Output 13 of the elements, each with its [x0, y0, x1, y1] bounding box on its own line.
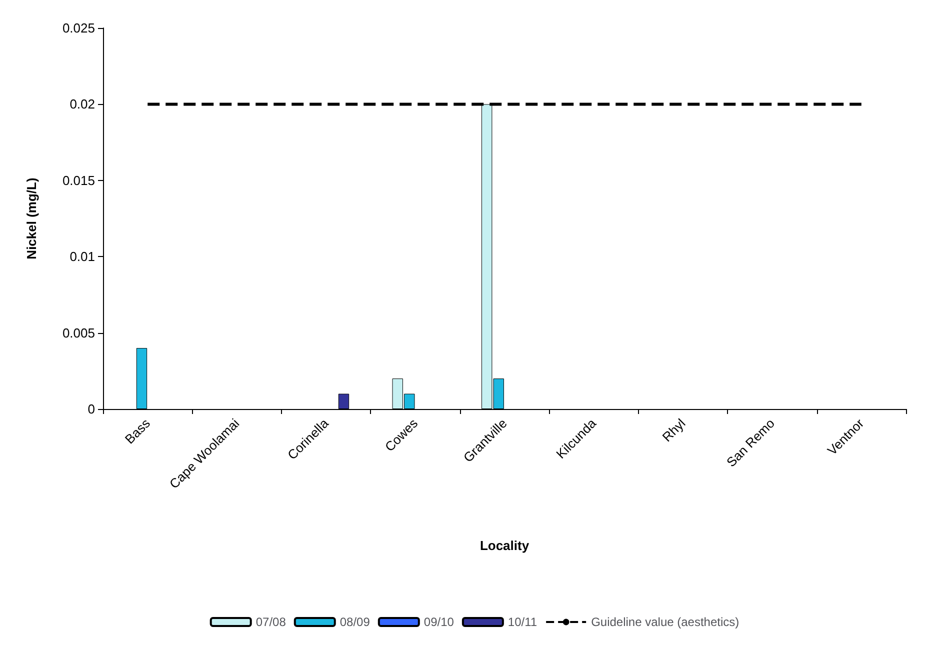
y-axis-title: Nickel (mg/L) [24, 178, 39, 260]
legend-label: 10/11 [508, 615, 538, 629]
y-tick-label: 0.01 [70, 249, 95, 264]
y-tick-label: 0.025 [62, 20, 95, 36]
y-tick-label: 0.015 [62, 172, 95, 188]
legend-label: 08/09 [340, 615, 370, 629]
x-axis-title: Locality [480, 538, 530, 553]
y-tick-label: 0 [88, 402, 95, 416]
legend-label: 07/08 [256, 615, 286, 629]
legend-label: Guideline value (aesthetics) [591, 615, 740, 629]
y-tick-label: 0.02 [70, 96, 95, 112]
y-tick-label: 0.005 [62, 325, 95, 340]
legend-label: 09/10 [424, 615, 454, 629]
